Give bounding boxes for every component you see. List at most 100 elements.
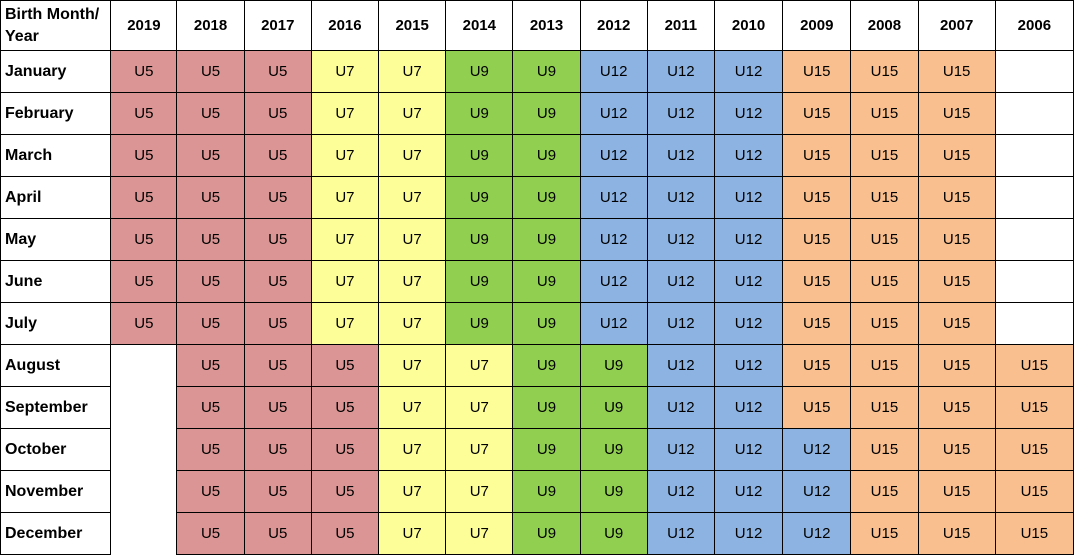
age-group-cell: U9 [512,302,581,345]
age-group-cell: U7 [310,260,380,303]
table-row: June U5 U5 U5 U7 U7 U9 U9 U12 U12 U12 U15 U15 U15 [0,260,1074,303]
age-group-cell: U7 [310,134,380,177]
age-group-cell: U12 [579,260,648,303]
table-row: October U5 U5 U5 U7 U7 U9 U9 U12 U12 U12 U15 U15 U15 [0,428,1074,471]
month-label: December [0,512,112,555]
age-group-cell: U15 [917,134,996,177]
age-group-cell: U12 [713,302,784,345]
age-group-cell: U5 [110,50,178,93]
age-group-cell: U5 [176,344,245,387]
age-group-cell: U9 [445,302,514,345]
age-group-cell: U5 [243,92,312,135]
age-group-cell: U9 [512,134,581,177]
age-group-cell: U15 [850,218,919,261]
age-group-cell: U15 [782,134,852,177]
empty-cell [994,260,1074,303]
age-group-cell: U9 [579,470,648,513]
age-group-cell: U5 [110,302,178,345]
age-group-cell: U7 [378,344,447,387]
age-group-cell: U5 [176,470,245,513]
age-group-cell: U7 [445,344,514,387]
age-group-cell: U9 [579,386,648,429]
age-group-cell: U12 [579,50,648,93]
corner-label: Birth Month/ Year [0,0,112,51]
age-group-cell: U12 [713,92,784,135]
age-group-cell: U12 [646,176,715,219]
age-group-cell: U9 [512,92,581,135]
age-group-cell: U9 [512,512,581,555]
age-group-cell: U7 [310,50,380,93]
empty-cell [111,471,177,513]
age-group-cell: U12 [646,344,715,387]
age-group-cell: U12 [579,134,648,177]
age-group-cell: U15 [782,176,852,219]
age-group-cell: U12 [782,428,852,471]
age-group-cell: U5 [243,386,312,429]
age-group-cell: U12 [579,218,648,261]
age-group-cell: U5 [176,50,245,93]
age-group-cell: U9 [445,218,514,261]
age-group-cell: U5 [110,260,178,303]
age-group-cell: U9 [579,428,648,471]
month-label: May [0,218,112,261]
age-group-cell: U15 [850,50,919,93]
age-group-cell: U5 [176,176,245,219]
age-group-cell: U5 [310,428,380,471]
age-group-cell: U7 [378,512,447,555]
age-group-cell: U12 [646,218,715,261]
age-group-cell: U7 [378,386,447,429]
age-group-cell: U7 [310,92,380,135]
age-group-cell: U15 [782,344,852,387]
age-group-cell: U15 [917,344,996,387]
age-group-cell: U5 [243,50,312,93]
age-group-cell: U12 [713,428,784,471]
age-group-cell: U12 [713,386,784,429]
year-header: 2010 [713,0,784,51]
year-header: 2015 [378,0,447,51]
empty-cell [994,50,1074,93]
age-group-cell: U5 [176,218,245,261]
age-group-cell: U15 [850,470,919,513]
month-label: February [0,92,112,135]
age-group-cell: U7 [378,470,447,513]
age-group-cell: U15 [850,134,919,177]
age-group-cell: U7 [378,302,447,345]
age-group-cell: U15 [917,470,996,513]
age-group-cell: U15 [994,470,1074,513]
age-group-cell: U12 [782,470,852,513]
age-group-cell: U5 [310,470,380,513]
age-group-cell: U15 [782,92,852,135]
age-group-cell: U12 [646,428,715,471]
table-row: March U5 U5 U5 U7 U7 U9 U9 U12 U12 U12 U15 U15 U15 [0,134,1074,177]
age-group-cell: U12 [579,176,648,219]
empty-cell [994,92,1074,135]
age-group-cell: U7 [378,92,447,135]
age-group-cell: U15 [782,218,852,261]
age-group-cell: U5 [243,260,312,303]
table-row: September U5 U5 U5 U7 U7 U9 U9 U12 U12 U15 U15 U15 U1… [0,386,1074,429]
age-group-cell: U15 [994,512,1074,555]
age-group-cell: U15 [850,428,919,471]
empty-cell [111,429,177,471]
age-group-cell: U5 [243,302,312,345]
table-row: May U5 U5 U5 U7 U7 U9 U9 U12 U12 U12 U15 U15 U15 [0,218,1074,261]
age-group-cell: U12 [579,302,648,345]
header-row: Birth Month/ Year 2019 2018 2017 2016 2015 20… [0,0,1074,51]
age-group-cell: U7 [378,218,447,261]
age-group-cell: U15 [917,218,996,261]
age-group-cell: U12 [713,218,784,261]
age-group-cell: U5 [243,428,312,471]
year-header: 2019 [110,0,178,51]
age-group-cell: U9 [512,218,581,261]
age-group-cell: U15 [850,386,919,429]
age-group-cell: U9 [512,428,581,471]
age-group-cell: U15 [994,428,1074,471]
age-group-cell: U15 [994,386,1074,429]
age-group-cell: U12 [713,470,784,513]
year-header: 2013 [512,0,581,51]
age-group-cell: U5 [310,386,380,429]
age-group-cell: U5 [176,386,245,429]
age-group-cell: U5 [243,512,312,555]
age-group-cell: U15 [850,176,919,219]
